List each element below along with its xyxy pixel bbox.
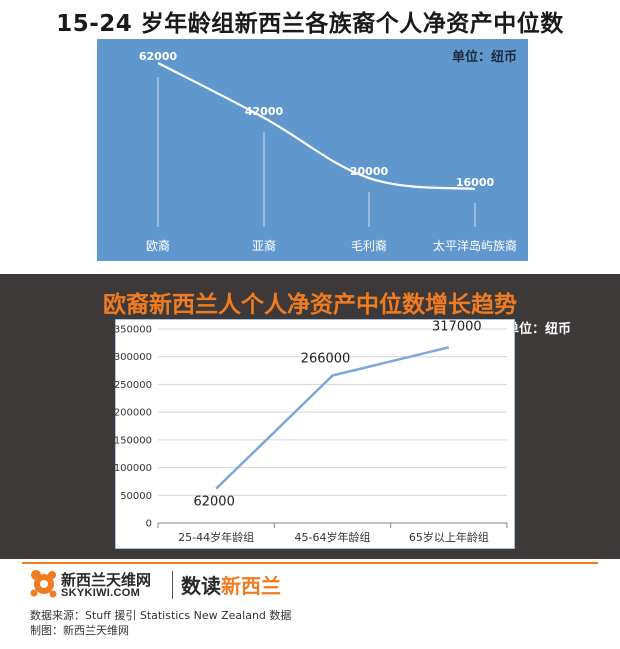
chart1-title: 15-24 岁年龄组新西兰各族裔个人净资产中位数 (56, 11, 564, 37)
chart2-ytick-label: 0 (146, 519, 152, 530)
chart2-plot: 0 50000 100000 150000 200000 250000 300000 3500… (115, 319, 515, 549)
chart2-ytick-label: 150000 (115, 435, 152, 446)
chart2-background (115, 319, 515, 549)
chart2-data-label: 266000 (301, 352, 351, 367)
chart1-category-label: 太平洋岛屿族裔 (433, 238, 517, 253)
chart1-data-label: 42000 (245, 105, 284, 118)
chart2-unit-label: 单位：纽币 (506, 322, 572, 337)
chart1-category-label: 欧裔 (146, 238, 170, 253)
chart2-category-label: 25-44岁年龄组 (178, 530, 254, 544)
logo-text-en: SKYKIWI.COM (61, 587, 141, 599)
chart1-plot: 单位：纽币 62000 欧裔 42000 亚裔 20000 毛利裔 16000 太平洋岛屿族裔 (97, 39, 528, 261)
skykiwi-logo[interactable]: 新西兰天维网 SKYKIWI.COM (30, 568, 170, 602)
chart2-ytick-label: 200000 (115, 408, 152, 419)
footer-vertical-divider (172, 571, 173, 599)
chart1-data-label: 20000 (350, 165, 389, 178)
chart1-series-line (157, 62, 476, 191)
chart2-series-line (215, 346, 450, 490)
chart2-ytick-label: 50000 (120, 491, 152, 502)
chart1-data-label: 16000 (456, 176, 495, 189)
slogan-part1: 数读 (181, 574, 221, 598)
chart2-title: 欧裔新西兰人个人净资产中位数增长趋势 (103, 292, 517, 318)
chart2-category-label: 45-64岁年龄组 (295, 530, 371, 544)
chart2-ytick-label: 300000 (115, 352, 152, 363)
logo-text-cn: 新西兰天维网 (61, 571, 152, 589)
footer-divider-line (22, 562, 598, 564)
chart2-data-label: 317000 (432, 319, 482, 334)
chart1-category-label: 毛利裔 (351, 238, 387, 253)
chart1-background (97, 39, 528, 261)
chart2-data-label: 62000 (193, 495, 234, 510)
chart1-category-label: 亚裔 (252, 238, 276, 253)
source-note: 数据来源：Stuff 援引 Statistics New Zealand 数据 … (30, 608, 291, 638)
chart2-category-label: 65岁以上年龄组 (409, 530, 489, 544)
chart2-ytick-label: 100000 (115, 463, 152, 474)
chart1-unit-label: 单位：纽币 (452, 49, 517, 65)
chart2-ytick-label: 350000 (115, 325, 152, 336)
credit-line: 制图：新西兰天维网 (30, 624, 129, 637)
source-line: 数据来源：Stuff 援引 Statistics New Zealand 数据 (30, 609, 292, 622)
kiwi-logo-icon (30, 570, 57, 598)
chart1-data-label: 62000 (139, 50, 178, 63)
brand-slogan: 数读新西兰 (181, 570, 281, 599)
chart2-ytick-label: 250000 (115, 380, 152, 391)
slogan-part2: 新西兰 (221, 574, 281, 598)
